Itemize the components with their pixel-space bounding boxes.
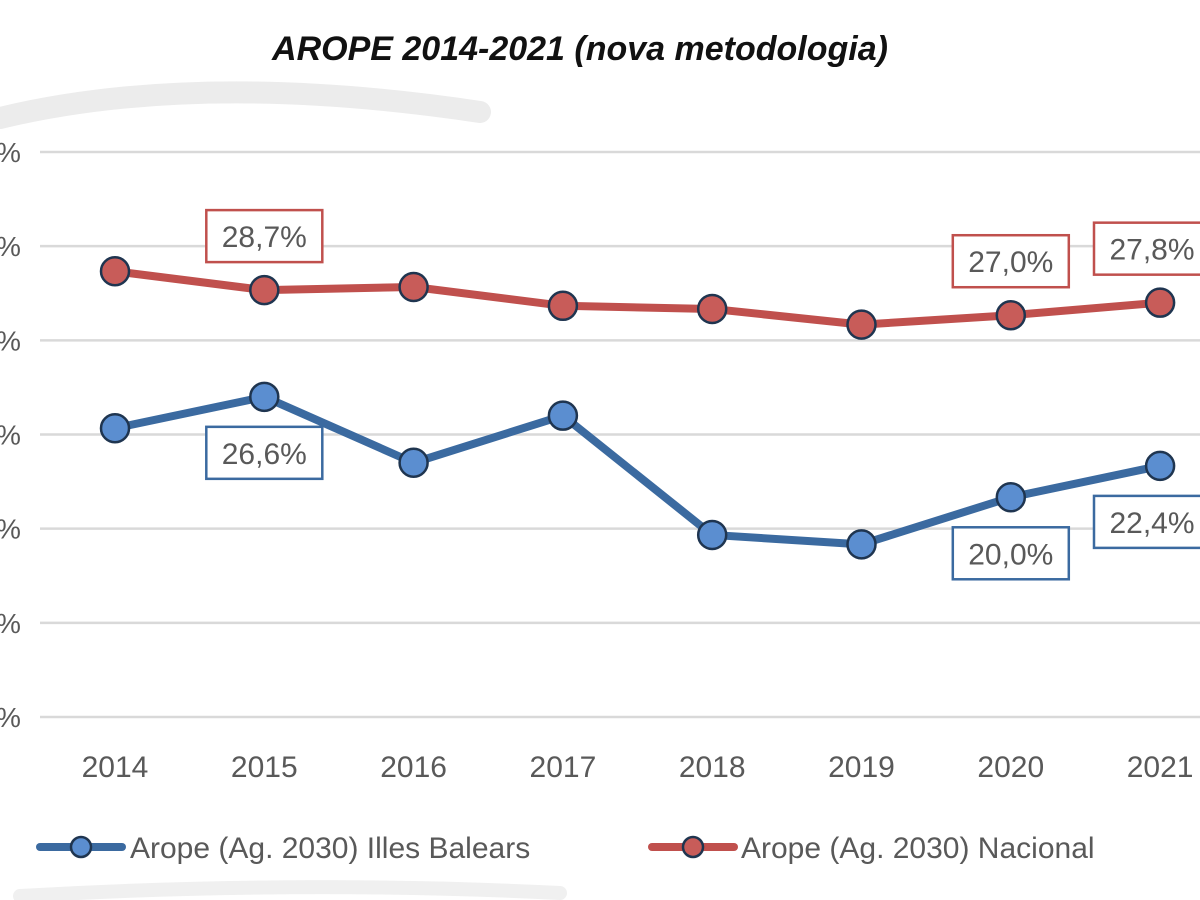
- svg-text:22,4%: 22,4%: [1109, 507, 1194, 540]
- background-swoosh: [0, 81, 491, 129]
- svg-text:Arope (Ag. 2030) Nacional: Arope (Ag. 2030) Nacional: [741, 832, 1095, 865]
- data-point: [846, 309, 877, 340]
- data-label: 27,8%: [1092, 221, 1200, 276]
- data-point: [995, 482, 1027, 513]
- legend-item: Arope (Ag. 2030) Nacional: [648, 832, 1095, 865]
- series-line-1: [111, 267, 1165, 329]
- legend-item: Arope (Ag. 2030) Illes Balears: [36, 832, 530, 865]
- background-swoosh: [13, 880, 567, 900]
- data-point: [547, 290, 579, 322]
- data-point: [398, 447, 429, 478]
- data-point: [1144, 450, 1176, 482]
- y-tick-label: %: [0, 137, 21, 168]
- svg-text:27,8%: 27,8%: [1109, 234, 1194, 267]
- y-tick-label: %: [0, 325, 21, 356]
- data-point: [398, 271, 429, 303]
- y-tick-label: %: [0, 608, 21, 639]
- y-tick-label: %: [0, 514, 21, 545]
- data-point: [249, 274, 280, 306]
- svg-text:26,6%: 26,6%: [222, 438, 307, 471]
- x-tick-label: 2014: [82, 751, 149, 784]
- x-tick-label: 2019: [828, 751, 895, 784]
- data-label: 27,0%: [951, 233, 1071, 289]
- data-point: [846, 529, 877, 560]
- x-tick-label: 2015: [231, 751, 298, 784]
- y-tick-label: %: [0, 702, 21, 733]
- x-tick-label: 2016: [380, 751, 447, 784]
- data-point: [99, 412, 131, 444]
- data-label: 20,0%: [951, 526, 1071, 581]
- data-point: [696, 293, 728, 325]
- x-tick-label: 2017: [530, 751, 597, 784]
- svg-text:28,7%: 28,7%: [222, 221, 307, 254]
- data-point: [995, 299, 1027, 331]
- data-point: [547, 400, 579, 431]
- data-label: 28,7%: [205, 208, 324, 264]
- svg-text:Arope (Ag. 2030) Illes Balears: Arope (Ag. 2030) Illes Balears: [130, 832, 530, 865]
- svg-text:20,0%: 20,0%: [968, 538, 1053, 571]
- data-point: [99, 256, 131, 287]
- data-point: [1144, 287, 1176, 318]
- y-tick-label: %: [0, 420, 21, 451]
- x-tick-label: 2018: [679, 751, 746, 784]
- data-point: [696, 519, 728, 551]
- data-label: 26,6%: [205, 425, 324, 481]
- y-tick-label: %: [0, 231, 21, 262]
- data-point: [249, 381, 280, 413]
- svg-text:27,0%: 27,0%: [968, 246, 1053, 279]
- x-tick-label: 2020: [977, 751, 1044, 784]
- data-label: 22,4%: [1092, 494, 1200, 550]
- x-tick-label: 2021: [1127, 751, 1194, 784]
- series-line-0: [111, 392, 1165, 549]
- chart-title: AROPE 2014-2021 (nova metodologia): [271, 30, 888, 68]
